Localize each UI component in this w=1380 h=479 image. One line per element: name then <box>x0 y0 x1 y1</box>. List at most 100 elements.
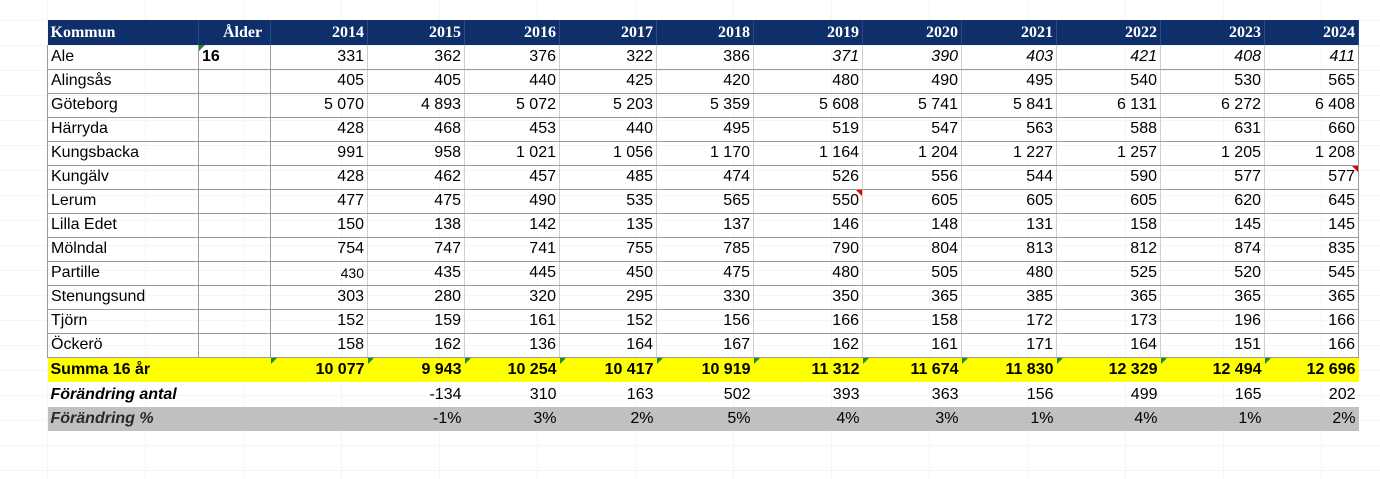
value-cell[interactable]: 151 <box>1160 333 1265 358</box>
value-cell[interactable]: 485 <box>559 165 657 190</box>
value-cell[interactable]: 161 <box>862 333 962 358</box>
value-cell[interactable]: 5 070 <box>270 93 368 118</box>
value-cell[interactable]: 136 <box>464 333 560 358</box>
value-cell[interactable]: 474 <box>656 165 754 190</box>
value-cell[interactable]: 547 <box>862 117 962 142</box>
value-cell[interactable]: 477 <box>270 189 368 214</box>
value-cell[interactable]: 145 <box>1264 213 1359 238</box>
value-cell[interactable]: 376 <box>464 45 560 70</box>
value-cell[interactable]: 322 <box>559 45 657 70</box>
value-cell[interactable]: 411 <box>1264 45 1359 70</box>
value-cell[interactable]: 135 <box>559 213 657 238</box>
value-cell[interactable]: 590 <box>1056 165 1161 190</box>
value-cell[interactable]: 530 <box>1160 69 1265 94</box>
value-cell[interactable]: 365 <box>1160 285 1265 310</box>
kommun-cell[interactable]: Göteborg <box>47 93 199 118</box>
header-year[interactable]: 2014 <box>270 20 368 45</box>
change-count-cell[interactable]: -134 <box>429 385 462 403</box>
change-count-cell[interactable]: 363 <box>931 385 959 403</box>
sum-value-cell[interactable]: 12 329 <box>1056 357 1161 383</box>
change-percent-cell[interactable]: 4% <box>753 407 863 431</box>
value-cell[interactable]: 605 <box>862 189 962 214</box>
kommun-cell[interactable]: Mölndal <box>47 237 199 262</box>
value-cell[interactable]: 1 056 <box>559 141 657 166</box>
sum-value-cell[interactable]: 9 943 <box>367 357 465 383</box>
value-cell[interactable]: 142 <box>464 213 560 238</box>
value-cell[interactable]: 620 <box>1160 189 1265 214</box>
header-year[interactable]: 2022 <box>1056 20 1161 45</box>
change-percent-cell[interactable]: 2% <box>1264 407 1359 431</box>
value-cell[interactable]: 631 <box>1160 117 1265 142</box>
value-cell[interactable]: 1 164 <box>753 141 863 166</box>
value-cell[interactable]: 1 257 <box>1056 141 1161 166</box>
value-cell[interactable]: 152 <box>559 309 657 334</box>
value-cell[interactable]: 475 <box>367 189 465 214</box>
value-cell[interactable]: 390 <box>862 45 962 70</box>
header-year[interactable]: 2023 <box>1160 20 1265 45</box>
value-cell[interactable]: 386 <box>656 45 754 70</box>
value-cell[interactable]: 150 <box>270 213 368 238</box>
value-cell[interactable]: 835 <box>1264 237 1359 262</box>
value-cell[interactable]: 166 <box>753 309 863 334</box>
value-cell[interactable]: 475 <box>656 261 754 286</box>
header-year[interactable]: 2017 <box>559 20 657 45</box>
value-cell[interactable]: 425 <box>559 69 657 94</box>
value-cell[interactable]: 440 <box>559 117 657 142</box>
value-cell[interactable]: 405 <box>367 69 465 94</box>
change-count-cell[interactable]: 165 <box>1234 385 1262 403</box>
header-year[interactable]: 2015 <box>367 20 465 45</box>
value-cell[interactable]: 159 <box>367 309 465 334</box>
change-percent-cell[interactable]: 4% <box>1056 407 1161 431</box>
sum-value-cell[interactable]: 10 254 <box>464 357 560 383</box>
kommun-cell[interactable]: Alingsås <box>47 69 199 94</box>
value-cell[interactable]: 490 <box>862 69 962 94</box>
change-count-cell[interactable]: 499 <box>1130 385 1158 403</box>
value-cell[interactable]: 365 <box>1264 285 1359 310</box>
change-percent-cell[interactable]: 3% <box>862 407 962 431</box>
age-cell[interactable] <box>198 261 271 286</box>
age-cell[interactable] <box>198 93 271 118</box>
value-cell[interactable]: 166 <box>1264 333 1359 358</box>
value-cell[interactable]: 563 <box>961 117 1057 142</box>
change-percent-cell[interactable]: 3% <box>464 407 560 431</box>
value-cell[interactable]: 645 <box>1264 189 1359 214</box>
value-cell[interactable]: 365 <box>1056 285 1161 310</box>
age-cell[interactable] <box>198 237 271 262</box>
value-cell[interactable]: 5 072 <box>464 93 560 118</box>
value-cell[interactable]: 755 <box>559 237 657 262</box>
value-cell[interactable]: 6 408 <box>1264 93 1359 118</box>
kommun-cell[interactable]: Kungälv <box>47 165 199 190</box>
value-cell[interactable]: 145 <box>1160 213 1265 238</box>
value-cell[interactable]: 330 <box>656 285 754 310</box>
value-cell[interactable]: 371 <box>753 45 863 70</box>
header-alder[interactable]: Ålder <box>198 20 271 45</box>
value-cell[interactable]: 156 <box>656 309 754 334</box>
value-cell[interactable]: 812 <box>1056 237 1161 262</box>
kommun-cell[interactable]: Öckerö <box>47 333 199 358</box>
change-count-cell[interactable]: 502 <box>723 385 751 403</box>
change-count-label[interactable]: Förändring antal <box>50 385 177 403</box>
value-cell[interactable]: 428 <box>270 165 368 190</box>
value-cell[interactable]: 420 <box>656 69 754 94</box>
value-cell[interactable]: 480 <box>753 69 863 94</box>
kommun-cell[interactable]: Tjörn <box>47 309 199 334</box>
header-year[interactable]: 2021 <box>961 20 1057 45</box>
value-cell[interactable]: 1 204 <box>862 141 962 166</box>
header-year[interactable]: 2016 <box>464 20 560 45</box>
change-count-cell[interactable] <box>271 382 368 407</box>
value-cell[interactable]: 1 170 <box>656 141 754 166</box>
value-cell[interactable]: 428 <box>270 117 368 142</box>
value-cell[interactable]: 440 <box>464 69 560 94</box>
sum-value-cell[interactable]: 10 919 <box>656 357 754 383</box>
value-cell[interactable]: 505 <box>862 261 962 286</box>
age-cell[interactable] <box>198 333 271 358</box>
value-cell[interactable]: 5 203 <box>559 93 657 118</box>
value-cell[interactable]: 5 841 <box>961 93 1057 118</box>
change-count-cell[interactable]: 393 <box>832 385 860 403</box>
value-cell[interactable]: 421 <box>1056 45 1161 70</box>
value-cell[interactable]: 519 <box>753 117 863 142</box>
sum-value-cell[interactable]: 11 312 <box>753 357 863 383</box>
change-percent-label[interactable]: Förändring % <box>47 407 271 431</box>
value-cell[interactable]: 813 <box>961 237 1057 262</box>
value-cell[interactable]: 162 <box>753 333 863 358</box>
